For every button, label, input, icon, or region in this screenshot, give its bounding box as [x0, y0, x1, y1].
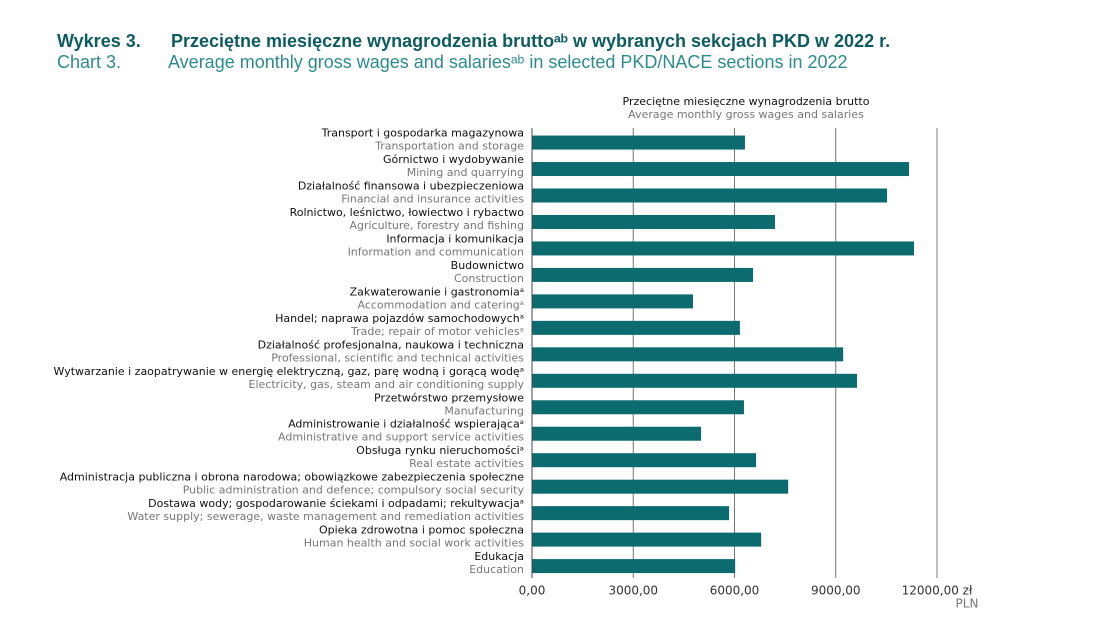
category-label-pl: Wytwarzanie i zaopatrywanie w energię el…: [54, 365, 524, 378]
bar: [532, 559, 736, 574]
category-label-en: Real estate activities: [409, 457, 524, 470]
category-label-en: Mining and quarrying: [407, 166, 524, 179]
category-label-pl: Rolnictwo, leśnictwo, łowiectwo i rybact…: [290, 206, 525, 219]
category-label-pl: Informacja i komunikacja: [386, 232, 524, 245]
category-label-pl: Obsługa rynku nieruchomościᵃ: [356, 444, 524, 457]
category-label-pl: Działalność profesjonalna, naukowa i tec…: [258, 338, 524, 351]
bar: [532, 426, 702, 441]
category-label-pl: Administracja publiczna i obrona narodow…: [60, 471, 525, 484]
bar: [532, 320, 740, 335]
category-label-en: Professional, scientific and technical a…: [271, 351, 524, 364]
category-label-en: Accommodation and cateringᵃ: [357, 298, 524, 311]
category-label-pl: Administrowanie i działalność wspierając…: [288, 418, 524, 431]
category-label-en: Human health and social work activities: [304, 537, 525, 550]
bar: [532, 453, 757, 468]
bar: [532, 347, 844, 362]
category-label-en: Trade; repair of motor vehiclesᵃ: [350, 325, 524, 338]
category-label-pl: Zakwaterowanie i gastronomiaᵃ: [350, 285, 524, 298]
bar: [532, 479, 789, 494]
bar: [532, 532, 762, 547]
title-number-pl: Wykres 3.: [57, 31, 141, 51]
category-label-pl: Budownictwo: [451, 259, 525, 272]
category-label-pl: Edukacja: [474, 550, 524, 563]
category-label-pl: Transport i gospodarka magazynowa: [321, 127, 524, 140]
category-label-pl: Górnictwo i wydobywanie: [383, 153, 524, 166]
bar: [532, 373, 858, 388]
axis-title-en: Average monthly gross wages and salaries: [628, 108, 864, 121]
bar: [532, 400, 744, 415]
category-label-pl: Handel; naprawa pojazdów samochodowychᵃ: [275, 312, 524, 325]
bar: [532, 267, 754, 282]
category-label-pl: Przetwórstwo przemysłowe: [374, 391, 524, 404]
title-pl: Przeciętne miesięczne wynagrodzenia brut…: [171, 31, 890, 51]
x-tick-label: 9000,00: [811, 584, 861, 598]
title-number-en: Chart 3.: [57, 52, 121, 72]
bar: [532, 162, 909, 177]
category-label-en: Agriculture, forestry and fishing: [349, 219, 524, 232]
category-label-en: Information and communication: [348, 245, 524, 258]
category-label-pl: Dostawa wody; gospodarowanie ściekami i …: [148, 497, 524, 510]
bar: [532, 188, 888, 203]
title-en: Average monthly gross wages and salaries…: [168, 52, 848, 72]
category-label-en: Administrative and support service activ…: [278, 431, 524, 444]
category-label-en: Water supply; sewerage, waste management…: [127, 510, 524, 523]
category-label-en: Public administration and defence; compu…: [183, 484, 525, 497]
category-label-pl: Opieka zdrowotna i pomoc społeczna: [319, 524, 524, 537]
bar: [532, 241, 915, 256]
x-unit: PLN: [956, 597, 979, 611]
bar: [532, 506, 730, 521]
category-label-en: Manufacturing: [444, 404, 524, 417]
x-tick-label: 3000,00: [608, 584, 658, 598]
category-label-en: Education: [469, 563, 524, 576]
x-tick-label: 6000,00: [710, 584, 760, 598]
category-label-pl: Działalność finansowa i ubezpieczeniowa: [298, 180, 524, 193]
bar: [532, 135, 745, 150]
category-label-en: Construction: [454, 272, 524, 285]
x-tick-label: 0,00: [519, 584, 546, 598]
bar: [532, 214, 775, 229]
axis-title-pl: Przeciętne miesięczne wynagrodzenia brut…: [623, 95, 870, 108]
category-label-en: Transportation and storage: [374, 140, 524, 153]
category-label-en: Financial and insurance activities: [341, 193, 524, 206]
x-tick-label: 12000,00 zł: [902, 584, 973, 598]
category-label-en: Electricity, gas, steam and air conditio…: [249, 378, 525, 391]
bar: [532, 294, 693, 309]
